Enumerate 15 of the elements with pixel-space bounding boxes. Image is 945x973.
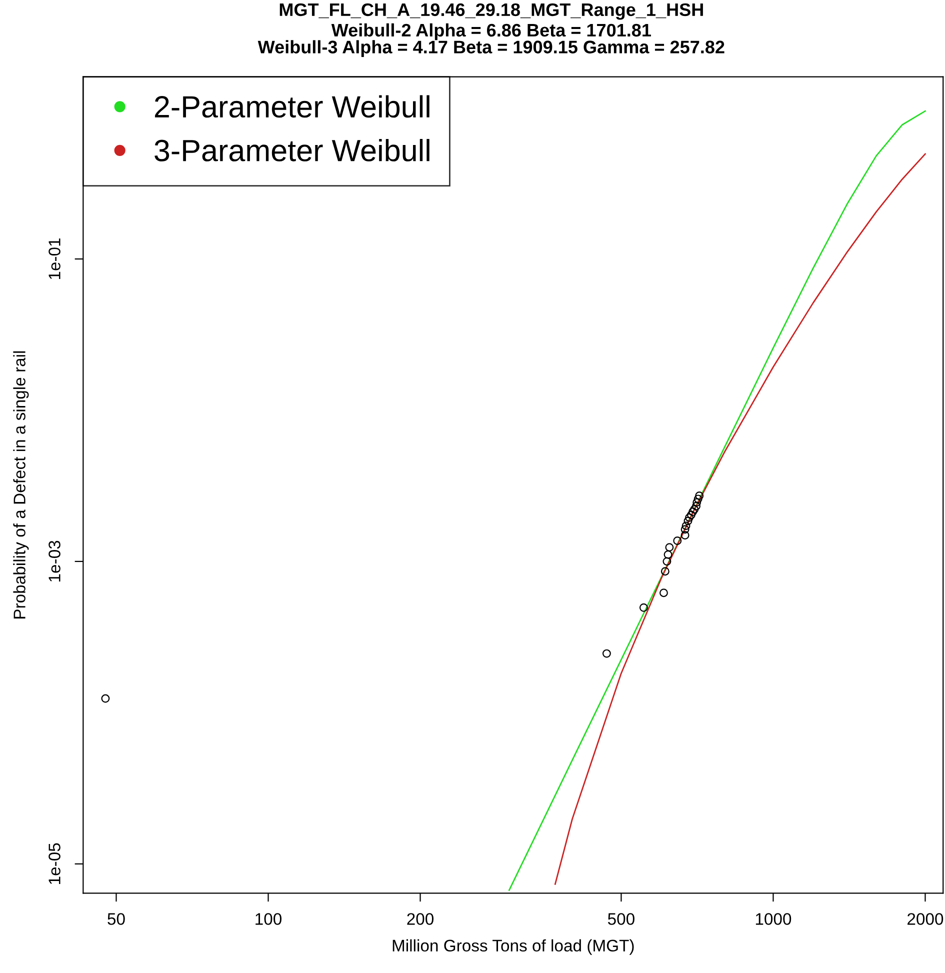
- x-tick-label: 100: [256, 913, 282, 925]
- chart-title: MGT_FL_CH_A_19.46_29.18_MGT_Range_1_HSH: [280, 3, 703, 20]
- x-tick-label: 50: [108, 913, 125, 925]
- x-tick-label: 500: [608, 913, 634, 925]
- legend-label: 2-Parameter Weibull: [154, 95, 430, 118]
- y-tick-label: 1e-01: [48, 238, 60, 280]
- x-axis-title: Million Gross Tons of load (MGT): [392, 939, 634, 955]
- legend-label: 3-Parameter Weibull: [154, 138, 430, 162]
- x-tick-label: 2000: [908, 913, 944, 925]
- x-tick-label: 200: [407, 913, 434, 925]
- chart-subtitle: Weibull-2 Alpha = 6.86 Beta = 1701.81 Weibull-3 Alpha = 4.17 Beta = 1909.15 Gamma = 257.82: [258, 23, 724, 58]
- y-tick-label: 1e-03: [48, 540, 60, 582]
- x-tick-label: 1000: [756, 913, 792, 925]
- y-tick-label: 1e-05: [48, 843, 60, 884]
- y-axis-title: Probability of a Defect in a single rail: [13, 351, 29, 618]
